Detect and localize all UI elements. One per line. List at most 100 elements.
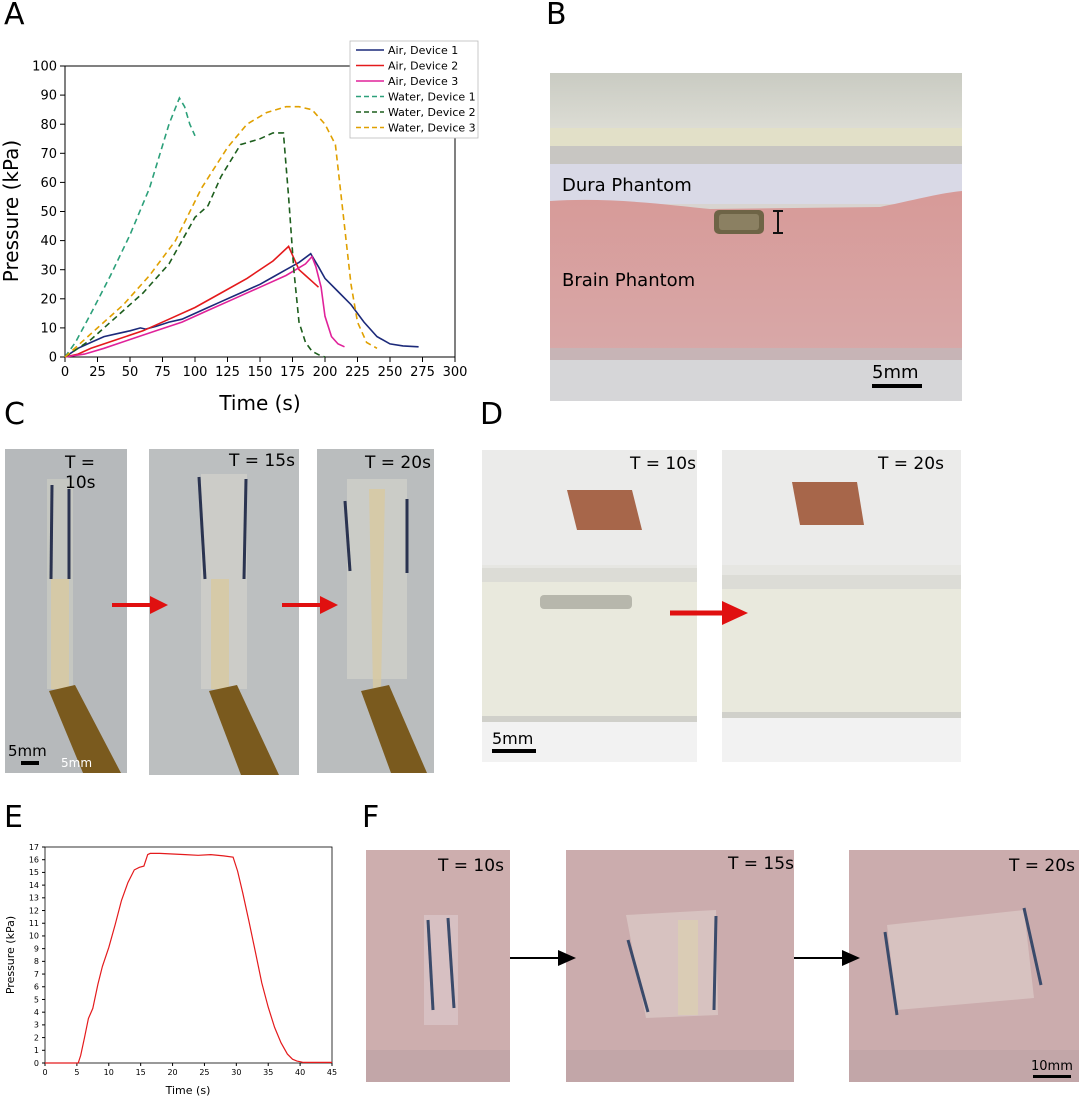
y-tick-label: 40 xyxy=(40,234,57,249)
scale-label-d: 5mm xyxy=(492,729,534,748)
photo-f-1: T = 10s xyxy=(366,850,510,1082)
photo-d-2-drawing xyxy=(722,450,961,762)
chart-e: 0 5 10 15 20 25 30 35 40 450123456789101112131415… xyxy=(4,843,337,1097)
y-tick-label: 8 xyxy=(34,957,39,966)
brain-phantom-label: Brain Phantom xyxy=(562,270,696,291)
panel-label-d: D xyxy=(480,397,504,432)
chart-a-legend: Air, Device 1 Air, Device 2 Air, Device 3 W… xyxy=(349,40,479,139)
chart-e-frame xyxy=(44,846,333,1064)
x-tick-label: 225 xyxy=(345,365,370,380)
y-tick-label: 12 xyxy=(29,906,39,915)
arrow-f-2 xyxy=(794,950,860,966)
scale-label-c: 5mm xyxy=(8,742,47,760)
chart-a: 0 25 50 75 100 125 150 175 200 225 250 275 300 0 10 20 3… xyxy=(0,40,479,415)
scale-label-b: 5mm xyxy=(872,362,919,383)
x-tick-label: 100 xyxy=(183,365,208,380)
y-tick-label: 0 xyxy=(34,1059,39,1068)
photo-d-1: T = 10s 5mm xyxy=(482,450,697,762)
chart-e-ylabel: Pressure (kPa) xyxy=(4,916,17,994)
series-line-air-device-3 xyxy=(64,255,345,358)
x-tick-label: 200 xyxy=(313,365,338,380)
y-tick-label: 9 xyxy=(34,944,39,953)
y-tick-label: 80 xyxy=(40,118,57,133)
photo-f-3-drawing xyxy=(849,850,1079,1082)
scale-label-f: 10mm xyxy=(1031,1059,1073,1074)
x-tick-label: 40 xyxy=(295,1068,305,1077)
x-tick-label: 75 xyxy=(154,365,171,380)
y-tick-label: 6 xyxy=(34,983,39,992)
scale-bar-f xyxy=(1033,1075,1071,1078)
legend-entry: Air, Device 3 xyxy=(388,75,458,88)
x-tick-label: 10 xyxy=(104,1068,114,1077)
x-tick-label: 175 xyxy=(280,365,305,380)
timestamp-c-2: T = 15s xyxy=(229,451,295,471)
y-tick-label: 60 xyxy=(40,176,57,191)
y-tick-label: 7 xyxy=(34,970,39,979)
legend-entry: Water, Device 3 xyxy=(388,122,476,135)
photo-f-2: T = 15s xyxy=(566,850,794,1082)
legend-entry: Air, Device 1 xyxy=(388,44,458,57)
series-line-water-device-1 xyxy=(64,96,196,358)
arrow-d xyxy=(670,601,748,625)
legend-entry: Water, Device 1 xyxy=(388,91,476,104)
y-tick-label: 13 xyxy=(29,894,39,903)
series-line-air-device-1 xyxy=(64,252,419,358)
timestamp-d-1: T = 10s xyxy=(630,454,696,474)
y-tick-label: 10 xyxy=(29,932,39,941)
chart-a-ylabel: Pressure (kPa) xyxy=(0,140,23,282)
photo-c-1: 5mm T = 10s 5mm xyxy=(5,449,127,773)
series-line-pressure xyxy=(45,852,332,1064)
photo-b: Dura Phantom Brain Phantom 5mm xyxy=(550,73,962,401)
y-tick-label: 70 xyxy=(40,147,57,162)
x-tick-label: 300 xyxy=(443,365,468,380)
photo-f-3: T = 20s 10mm xyxy=(849,850,1079,1082)
x-tick-label: 45 xyxy=(327,1068,337,1077)
y-tick-label: 15 xyxy=(29,868,39,877)
x-tick-label: 30 xyxy=(231,1068,241,1077)
y-tick-label: 2 xyxy=(34,1033,39,1042)
x-tick-label: 35 xyxy=(263,1068,273,1077)
panel-label-e: E xyxy=(4,800,23,835)
y-tick-label: 14 xyxy=(29,881,39,890)
x-tick-label: 275 xyxy=(410,365,435,380)
scale-bar-c xyxy=(21,761,39,765)
panel-label-a: A xyxy=(4,0,25,32)
chart-a-xlabel: Time (s) xyxy=(218,391,300,415)
x-tick-label: 5 xyxy=(74,1068,79,1077)
arrow-f-1 xyxy=(510,950,576,966)
timestamp-d-2: T = 20s xyxy=(878,454,944,474)
photo-f-1-drawing xyxy=(366,850,510,1082)
scale-bar-d xyxy=(492,749,536,753)
photo-b-drawing xyxy=(550,73,962,401)
legend-entry: Water, Device 2 xyxy=(388,106,476,119)
timestamp-f-2: T = 15s xyxy=(728,854,794,874)
x-tick-label: 25 xyxy=(89,365,106,380)
scale-bar-b xyxy=(872,384,922,388)
x-tick-label: 25 xyxy=(199,1068,209,1077)
arrow-c-1 xyxy=(112,596,168,614)
y-tick-label: 1 xyxy=(34,1046,39,1055)
photo-c-1-drawing: 5mm xyxy=(47,479,121,773)
y-tick-label: 30 xyxy=(40,263,57,278)
y-tick-label: 20 xyxy=(40,292,57,307)
photo-c-2: T = 15s xyxy=(149,449,299,775)
y-tick-label: 16 xyxy=(29,856,39,865)
series-line-water-device-2 xyxy=(64,132,326,358)
y-tick-label: 50 xyxy=(40,205,57,220)
y-tick-label: 100 xyxy=(32,60,57,75)
x-tick-label: 0 xyxy=(61,365,69,380)
legend-box xyxy=(349,40,479,139)
panel-label-f: F xyxy=(362,800,380,835)
timestamp-f-3: T = 20s xyxy=(1009,856,1075,876)
photo-c-3-drawing xyxy=(343,479,427,773)
y-tick-label: 11 xyxy=(29,919,39,928)
y-tick-label: 10 xyxy=(40,321,57,336)
y-tick-label: 5 xyxy=(34,995,39,1004)
series-line-water-device-3 xyxy=(64,105,378,358)
photo-c-3: T = 20s xyxy=(317,449,434,773)
arrow-c-2 xyxy=(282,596,338,614)
photo-d-1-drawing xyxy=(482,450,697,762)
y-tick-label: 17 xyxy=(29,843,39,852)
x-tick-label: 0 xyxy=(42,1068,47,1077)
y-tick-label: 4 xyxy=(34,1008,39,1017)
